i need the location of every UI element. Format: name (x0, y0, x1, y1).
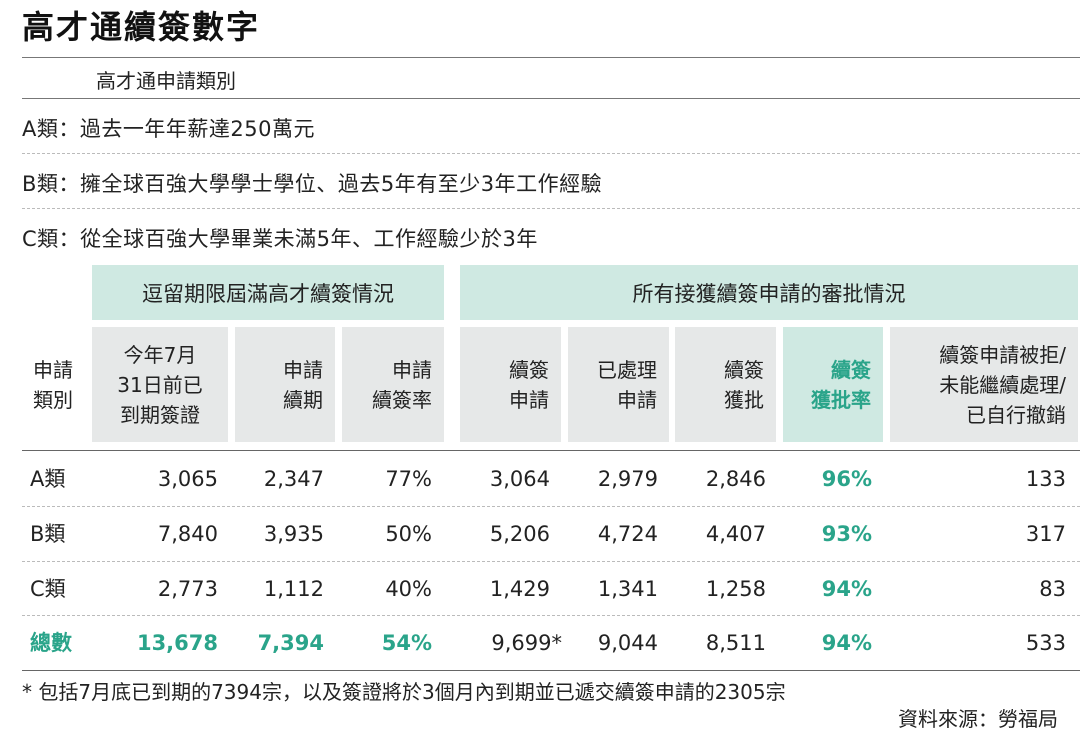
cell-renewal-apps: 2,347 (263, 467, 324, 491)
col-header-approval-rate: 續簽 獲批率 (783, 327, 883, 442)
divider (22, 561, 1080, 562)
cell-approval-rate: 93% (821, 522, 872, 546)
cell-processed: 9,044 (597, 631, 658, 655)
page-title: 高才通續簽數字 (22, 8, 261, 46)
source-credit: 資料來源：勞福局 (898, 707, 1058, 731)
cell-processed: 2,979 (597, 467, 658, 491)
cell-renew-apps-all: 9,699* (491, 631, 562, 655)
table-row: A類 3,065 2,347 77% 3,064 2,979 2,846 96%… (22, 452, 1080, 506)
cell-approved: 1,258 (705, 577, 766, 601)
table-row: B類 7,840 3,935 50% 5,206 4,724 4,407 93%… (22, 507, 1080, 561)
divider (22, 506, 1080, 507)
table-row: C類 2,773 1,112 40% 1,429 1,341 1,258 94%… (22, 562, 1080, 616)
cell-approval-rate: 94% (821, 631, 872, 655)
cell-renewal-rate: 77% (385, 467, 432, 491)
cell-rejected: 133 (1025, 467, 1066, 491)
cell-expired: 3,065 (157, 467, 218, 491)
cell-approved: 2,846 (705, 467, 766, 491)
cell-renewal-rate: 40% (385, 577, 432, 601)
category-a-line: A類：過去一年年薪達250萬元 (22, 113, 315, 143)
divider (22, 450, 1080, 451)
cell-renewal-rate: 50% (385, 522, 432, 546)
row-type: C類 (30, 577, 66, 601)
cell-renewal-rate: 54% (381, 631, 432, 655)
cell-renew-apps-all: 3,064 (489, 467, 550, 491)
divider (22, 153, 1080, 154)
cell-approval-rate: 96% (821, 467, 872, 491)
group-header-approval: 所有接獲續簽申請的審批情況 (460, 265, 1078, 320)
cell-approved: 4,407 (705, 522, 766, 546)
cell-rejected: 533 (1025, 631, 1066, 655)
cell-approved: 8,511 (705, 631, 766, 655)
category-key: C類： (22, 227, 81, 251)
table-row-total: 總數 13,678 7,394 54% 9,699* 9,044 8,511 9… (22, 616, 1080, 670)
col-header-expired-visas: 今年7月 31日前已 到期簽證 (92, 327, 228, 442)
category-section-title: 高才通申請類別 (96, 69, 236, 93)
row-type: B類 (30, 522, 66, 546)
cell-renewal-apps: 1,112 (263, 577, 324, 601)
cell-expired: 7,840 (157, 522, 218, 546)
cell-rejected: 83 (1039, 577, 1066, 601)
col-header-renewal-apps: 申請 續期 (235, 327, 335, 442)
row-type: A類 (30, 467, 66, 491)
divider (22, 208, 1080, 209)
cell-renewal-apps: 3,935 (263, 522, 324, 546)
cell-processed: 1,341 (597, 577, 658, 601)
row-type: 總數 (30, 631, 72, 655)
footnote: * 包括7月底已到期的7394宗，以及簽證將於3個月內到期並已遞交續簽申請的23… (22, 680, 786, 704)
col-header-renewal-rate: 申請 續簽率 (342, 327, 444, 442)
category-c-line: C類：從全球百強大學畢業未滿5年、工作經驗少於3年 (22, 223, 538, 253)
divider (22, 98, 1080, 99)
divider (22, 670, 1080, 671)
col-header-app-type: 申請 類別 (33, 357, 73, 412)
col-header-renew-apps-all: 續簽 申請 (460, 327, 561, 442)
divider (22, 615, 1080, 616)
category-key: A類： (22, 117, 80, 141)
col-header-processed: 已處理 申請 (568, 327, 669, 442)
cell-approval-rate: 94% (821, 577, 872, 601)
cell-expired: 2,773 (157, 577, 218, 601)
col-header-approved: 續簽 獲批 (675, 327, 776, 442)
category-desc: 從全球百強大學畢業未滿5年、工作經驗少於3年 (80, 227, 538, 251)
cell-renewal-apps: 7,394 (257, 631, 324, 655)
cell-renew-apps-all: 5,206 (489, 522, 550, 546)
category-key: B類： (22, 172, 80, 196)
category-desc: 擁全球百強大學學士學位、過去5年有至少3年工作經驗 (79, 172, 603, 196)
cell-expired: 13,678 (136, 631, 218, 655)
divider (22, 57, 1080, 58)
group-header-expiry: 逗留期限屆滿高才續簽情況 (92, 265, 444, 320)
cell-processed: 4,724 (597, 522, 658, 546)
cell-renew-apps-all: 1,429 (489, 577, 550, 601)
category-b-line: B類：擁全球百強大學學士學位、過去5年有至少3年工作經驗 (22, 168, 602, 198)
col-header-rejected: 續簽申請被拒/ 未能繼續處理/ 已自行撤銷 (890, 327, 1078, 442)
category-desc: 過去一年年薪達250萬元 (79, 117, 315, 141)
cell-rejected: 317 (1025, 522, 1066, 546)
